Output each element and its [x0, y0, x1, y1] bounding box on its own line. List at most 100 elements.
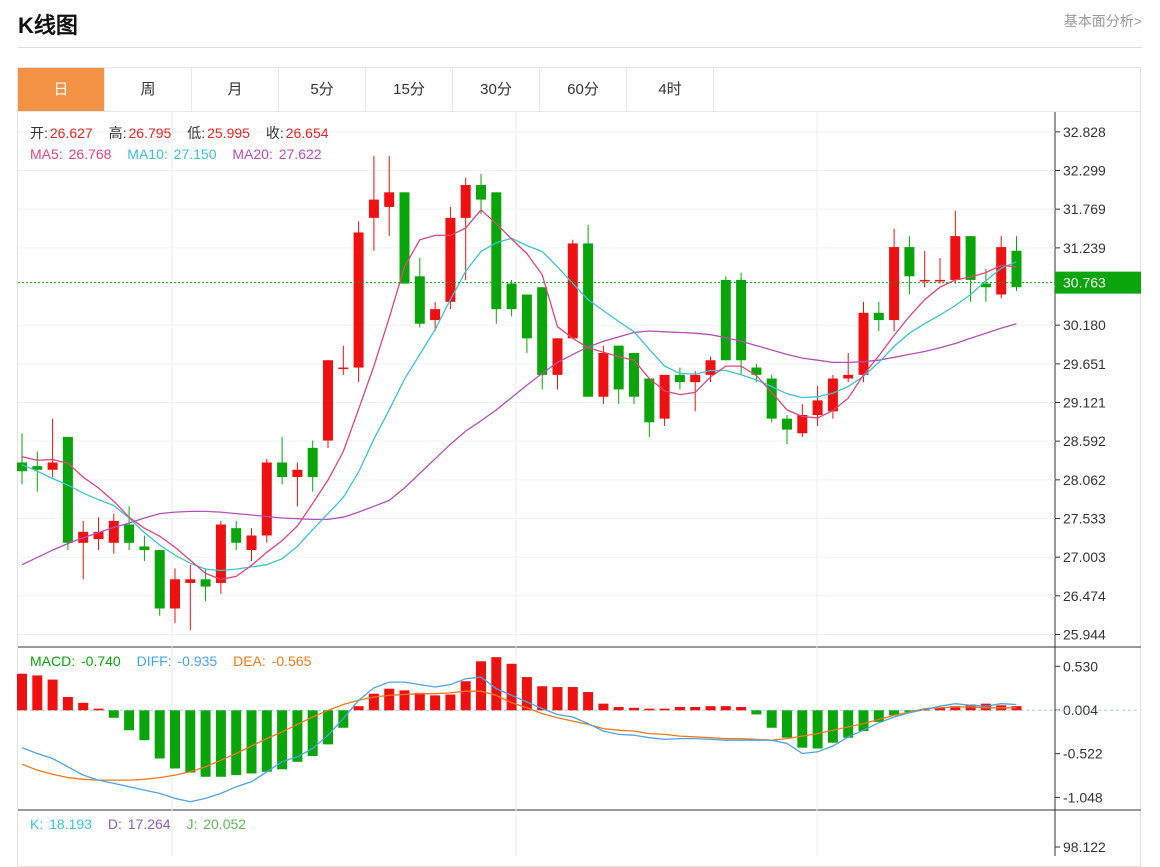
candle[interactable]	[277, 462, 288, 478]
macd-bar[interactable]	[215, 710, 226, 777]
tab-30min[interactable]: 30分	[453, 68, 540, 111]
macd-bar[interactable]	[154, 710, 165, 759]
candle[interactable]	[231, 528, 242, 543]
macd-bar[interactable]	[935, 707, 945, 711]
candle[interactable]	[460, 185, 471, 218]
macd-bar[interactable]	[521, 677, 532, 711]
macd-bar[interactable]	[62, 697, 73, 711]
macd-bar[interactable]	[124, 710, 135, 731]
candle[interactable]	[996, 247, 1007, 295]
macd-bar[interactable]	[613, 706, 624, 711]
macd-bar[interactable]	[843, 710, 854, 738]
candle[interactable]	[506, 283, 517, 310]
macd-bar[interactable]	[460, 681, 471, 711]
candle[interactable]	[338, 367, 349, 370]
candle[interactable]	[139, 546, 150, 551]
macd-bar[interactable]	[904, 710, 915, 712]
macd-bar[interactable]	[598, 703, 609, 711]
candle[interactable]	[292, 469, 303, 478]
macd-bar[interactable]	[445, 694, 456, 711]
candle[interactable]	[93, 531, 104, 540]
tab-week[interactable]: 周	[105, 68, 192, 111]
macd-bar[interactable]	[980, 703, 991, 711]
macd-bar[interactable]	[323, 710, 333, 745]
candle[interactable]	[873, 312, 884, 321]
macd-bar[interactable]	[307, 710, 318, 756]
candle[interactable]	[552, 338, 563, 375]
candle[interactable]	[950, 236, 961, 280]
candle[interactable]	[889, 247, 900, 321]
candle[interactable]	[430, 309, 441, 321]
macd-bar[interactable]	[766, 710, 777, 728]
tab-5min[interactable]: 5分	[279, 68, 366, 111]
candle[interactable]	[613, 345, 624, 390]
candle[interactable]	[659, 374, 670, 419]
candle[interactable]	[491, 192, 502, 310]
fundamental-analysis-link[interactable]: 基本面分析>	[1063, 13, 1142, 29]
candle[interactable]	[965, 236, 976, 280]
candle[interactable]	[720, 279, 731, 361]
macd-bar[interactable]	[200, 710, 211, 777]
macd-bar[interactable]	[32, 675, 43, 711]
candle[interactable]	[246, 535, 257, 551]
candle[interactable]	[108, 520, 119, 543]
candle[interactable]	[827, 378, 838, 412]
candle[interactable]	[170, 579, 180, 609]
candle[interactable]	[705, 360, 716, 375]
macd-bar[interactable]	[506, 663, 517, 711]
candle[interactable]	[62, 436, 73, 543]
candle[interactable]	[644, 378, 655, 423]
macd-bar[interactable]	[399, 690, 410, 711]
candle[interactable]	[476, 185, 486, 200]
macd-bar[interactable]	[47, 679, 58, 711]
macd-bar[interactable]	[736, 706, 747, 711]
candle[interactable]	[919, 279, 930, 282]
macd-bar[interactable]	[552, 687, 563, 711]
macd-bar[interactable]	[950, 706, 961, 711]
macd-bar[interactable]	[292, 710, 303, 762]
macd-bar[interactable]	[659, 708, 670, 711]
macd-bar[interactable]	[17, 673, 27, 711]
candle[interactable]	[384, 192, 395, 207]
candle[interactable]	[797, 415, 808, 434]
candle[interactable]	[32, 466, 43, 470]
candle[interactable]	[399, 192, 410, 284]
candle[interactable]	[935, 279, 945, 282]
candle[interactable]	[782, 418, 792, 430]
candle[interactable]	[690, 374, 701, 383]
candle[interactable]	[583, 243, 594, 397]
macd-bar[interactable]	[384, 688, 395, 711]
macd-bar[interactable]	[782, 710, 792, 738]
tab-day[interactable]: 日	[18, 68, 105, 111]
candle[interactable]	[858, 312, 869, 375]
macd-bar[interactable]	[93, 708, 104, 711]
candle[interactable]	[904, 247, 915, 277]
candle[interactable]	[414, 276, 425, 324]
candle[interactable]	[521, 294, 532, 339]
candle[interactable]	[124, 524, 135, 543]
macd-bar[interactable]	[476, 661, 486, 711]
candle[interactable]	[1011, 250, 1022, 288]
candle[interactable]	[47, 462, 58, 470]
candle[interactable]	[185, 579, 196, 583]
macd-bar[interactable]	[720, 706, 731, 711]
candle[interactable]	[353, 232, 364, 368]
macd-bar[interactable]	[78, 702, 89, 711]
macd-bar[interactable]	[889, 710, 900, 716]
macd-bar[interactable]	[139, 710, 150, 741]
candle[interactable]	[200, 579, 211, 587]
macd-bar[interactable]	[583, 692, 594, 711]
candle[interactable]	[674, 374, 685, 383]
candle[interactable]	[323, 360, 333, 441]
macd-bar[interactable]	[185, 710, 196, 773]
candle[interactable]	[368, 199, 379, 218]
macd-bar[interactable]	[812, 710, 823, 749]
candle[interactable]	[567, 243, 578, 339]
macd-bar[interactable]	[797, 710, 808, 748]
macd-bar[interactable]	[108, 710, 119, 718]
macd-bar[interactable]	[827, 710, 838, 743]
macd-bar[interactable]	[690, 706, 701, 711]
candle[interactable]	[261, 462, 272, 536]
macd-bar[interactable]	[644, 708, 655, 711]
